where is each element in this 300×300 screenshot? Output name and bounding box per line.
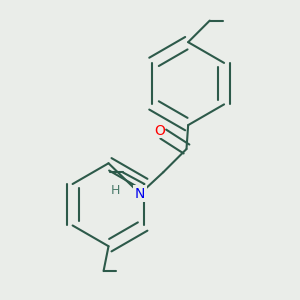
Text: N: N xyxy=(135,187,145,201)
Text: O: O xyxy=(154,124,165,138)
Text: H: H xyxy=(110,184,120,197)
